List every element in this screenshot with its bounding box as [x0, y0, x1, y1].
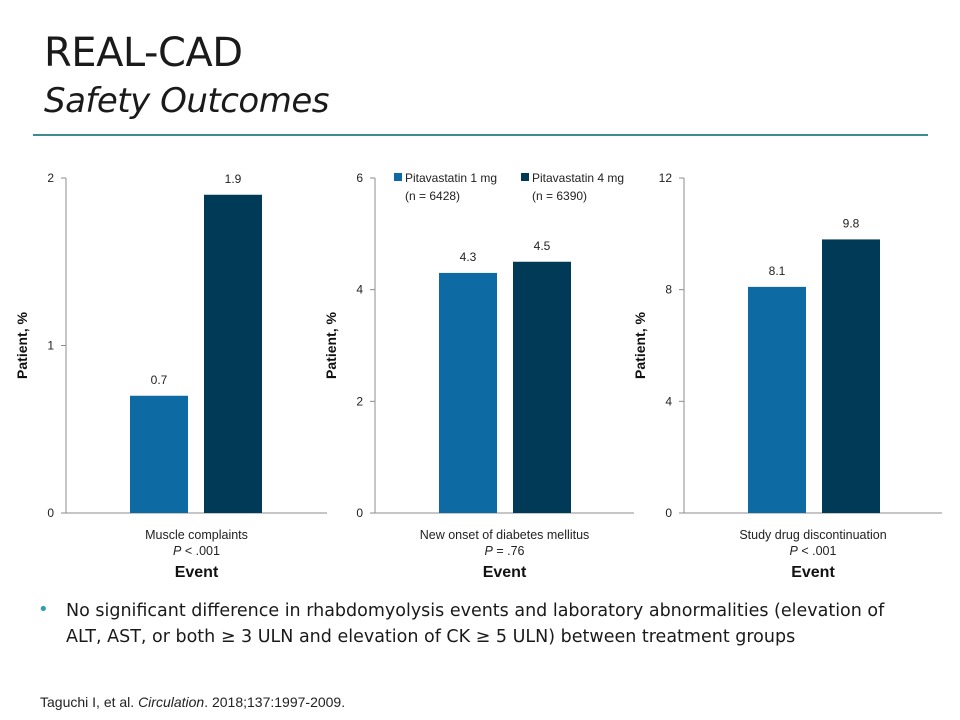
- y-tick-label: 0: [47, 506, 54, 520]
- bar-pitavastatin-1mg: [439, 272, 497, 513]
- slide-title: REAL-CAD: [44, 30, 243, 76]
- y-tick-label: 12: [659, 171, 673, 185]
- p-value-label: P = .76: [485, 544, 525, 558]
- bar-value-label: 4.5: [534, 239, 551, 253]
- summary-bullet-text: No significant difference in rhabdomyoly…: [66, 601, 885, 647]
- x-axis-label: Event: [175, 564, 219, 581]
- citation-journal: Circulation: [138, 694, 205, 710]
- y-tick-label: 0: [665, 506, 672, 520]
- y-axis-label: Patient, %: [323, 311, 339, 378]
- summary-bullet: • No significant difference in rhabdomyo…: [38, 598, 924, 650]
- title-divider: [33, 134, 928, 136]
- citation-author: Taguchi I, et al.: [40, 694, 139, 710]
- legend-series-n: (n = 6428): [405, 189, 460, 203]
- citation-details: . 2018;137:1997-2009.: [204, 694, 346, 710]
- x-axis-label: Event: [483, 564, 527, 581]
- legend-series-name: Pitavastatin 4 mg: [532, 171, 624, 185]
- p-value-label: P < .001: [790, 544, 837, 558]
- y-tick-label: 1: [47, 339, 54, 353]
- legend-swatch: [521, 173, 529, 181]
- x-category-label: Study drug discontinuation: [739, 528, 886, 542]
- bar-value-label: 9.8: [843, 216, 860, 230]
- bar-value-label: 1.9: [225, 172, 242, 186]
- x-axis-label: Event: [791, 564, 835, 581]
- bullet-icon: •: [38, 599, 49, 620]
- bar-pitavastatin-4mg: [822, 239, 880, 513]
- legend-swatch: [394, 173, 402, 181]
- y-tick-label: 2: [356, 394, 363, 408]
- bar-value-label: 8.1: [769, 264, 786, 278]
- y-tick-label: 4: [665, 394, 672, 408]
- y-tick-label: 2: [47, 171, 54, 185]
- x-category-label: Muscle complaints: [145, 528, 248, 542]
- y-tick-label: 0: [356, 506, 363, 520]
- slide-subtitle: Safety Outcomes: [44, 81, 329, 121]
- p-value-label: P < .001: [173, 544, 220, 558]
- bar-value-label: 4.3: [460, 250, 477, 264]
- y-axis-label: Patient, %: [14, 311, 30, 378]
- y-tick-label: 6: [356, 171, 363, 185]
- bar-pitavastatin-1mg: [130, 395, 188, 513]
- citation: Taguchi I, et al. Circulation. 2018;137:…: [40, 694, 345, 710]
- legend-series-n: (n = 6390): [532, 189, 587, 203]
- bar-pitavastatin-1mg: [748, 286, 806, 513]
- bar-value-label: 0.7: [151, 373, 168, 387]
- y-tick-label: 4: [356, 283, 363, 297]
- y-axis-label: Patient, %: [632, 311, 648, 378]
- legend-series-name: Pitavastatin 1 mg: [405, 171, 497, 185]
- y-tick-label: 8: [665, 283, 672, 297]
- bar-pitavastatin-4mg: [513, 261, 571, 513]
- bar-pitavastatin-4mg: [204, 194, 262, 513]
- x-category-label: New onset of diabetes mellitus: [420, 528, 590, 542]
